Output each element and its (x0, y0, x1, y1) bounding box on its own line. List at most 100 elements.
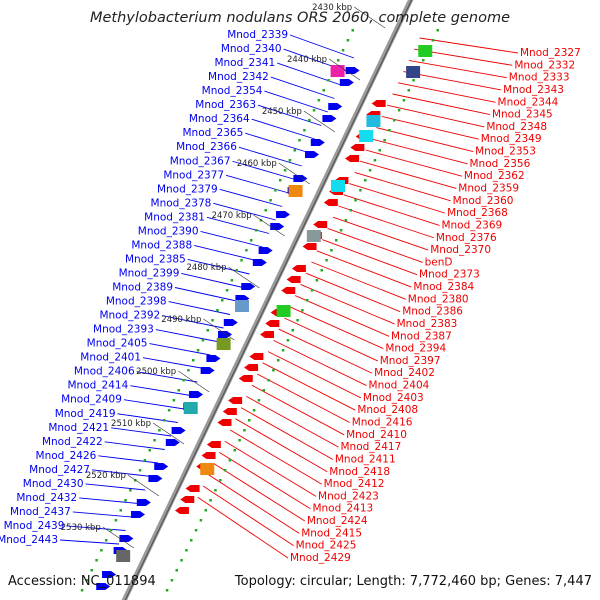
right-leader (289, 306, 384, 350)
right-gene-label: Mnod_2373 (419, 269, 480, 281)
kbp-label: 2450 kbp (262, 107, 302, 117)
right-gene-label: Mnod_2368 (447, 207, 508, 219)
kbp-scale-labels: 2430 kbp 2440 kbp 2450 kbp 2460 kbp 2470 kbp… (61, 3, 386, 549)
right-leader (246, 396, 339, 448)
right-leader (251, 384, 345, 436)
tick-dot (238, 439, 241, 442)
right-leader (273, 339, 367, 386)
right-gene-label: Mnod_2380 (408, 293, 469, 305)
genome-backbone (121, 0, 414, 600)
kbp-label: 2490 kbp (161, 315, 201, 325)
left-gene-label: Mnod_2419 (55, 408, 116, 420)
colored-gene-block (331, 180, 345, 192)
tick-dot (279, 179, 282, 182)
left-leader (245, 132, 309, 153)
left-gene-label: Mnod_2377 (163, 169, 224, 181)
tick-dot (223, 469, 227, 472)
forward-gene (200, 367, 215, 374)
tick-dot (291, 329, 294, 332)
left-gene-label: Mnod_2414 (67, 380, 128, 392)
kbp-tick (127, 474, 160, 497)
kbp-tick (328, 58, 361, 81)
colored-gene-block (216, 338, 231, 350)
forward-gene (171, 427, 186, 434)
left-gene-label: Mnod_2364 (189, 113, 250, 125)
reverse-gene (350, 144, 365, 151)
tick-dot (216, 309, 219, 312)
forward-gene (223, 319, 238, 326)
forward-gene (189, 391, 204, 398)
reverse-gene (281, 287, 296, 294)
right-leader (267, 351, 362, 399)
tick-dot (248, 419, 251, 422)
left-gene-label: Mnod_2443 (0, 534, 58, 546)
right-gene-label: Mnod_2383 (397, 318, 458, 330)
right-leader (387, 104, 485, 128)
right-gene-label: Mnod_2386 (402, 306, 463, 318)
tick-dot (341, 49, 345, 52)
tick-dot (388, 129, 391, 132)
left-leader (111, 427, 172, 437)
left-leader (149, 343, 211, 356)
forward-gene (136, 499, 151, 506)
tick-dot (105, 539, 108, 542)
tick-dot (252, 409, 256, 412)
tick-dots (80, 29, 439, 592)
tick-dot (335, 239, 338, 242)
left-leader (219, 188, 283, 207)
left-leader (270, 76, 335, 99)
right-leader (262, 362, 356, 411)
right-leader (284, 317, 378, 362)
right-leader (235, 418, 328, 473)
left-leader (251, 118, 315, 140)
tick-dot (240, 259, 243, 262)
kbp-tick (278, 162, 310, 185)
backbone-edge (124, 0, 413, 600)
left-gene-label: Mnod_2341 (214, 57, 275, 69)
right-gene-label: Mnod_2360 (453, 195, 514, 207)
tick-dot (354, 199, 357, 202)
tick-dot (225, 289, 229, 292)
tick-dot (274, 189, 277, 192)
reverse-gene (206, 441, 221, 448)
left-leader (79, 497, 139, 504)
left-gene-label: Mnod_2401 (80, 352, 141, 364)
tick-dot (119, 509, 122, 512)
colored-gene-block (183, 402, 198, 414)
colored-gene-block (366, 115, 381, 127)
reverse-gene (249, 353, 264, 360)
forward-gene (154, 463, 169, 470)
right-leader (305, 272, 401, 313)
tick-dot (322, 89, 325, 92)
tick-dot (190, 539, 193, 542)
tick-dot (206, 329, 209, 332)
tick-dot (177, 389, 180, 392)
right-leader (197, 496, 289, 559)
kbp-tick (152, 422, 185, 445)
left-leader (117, 413, 178, 423)
kbp-label: 2500 kbp (136, 367, 176, 377)
left-gene-label: Mnod_2426 (36, 450, 97, 462)
right-gene-label: Mnod_2333 (509, 72, 570, 84)
gene-features (96, 45, 433, 590)
tick-dot (298, 139, 301, 142)
tick-dot (277, 359, 280, 362)
left-gene-label: Mnod_2427 (29, 464, 90, 476)
tick-dot (325, 259, 328, 262)
right-gene-label: Mnod_2413 (312, 503, 373, 515)
left-leader (187, 259, 250, 275)
right-leader (229, 429, 322, 485)
forward-gene (165, 439, 180, 446)
left-gene-label: Mnod_2437 (10, 506, 71, 518)
forward-gene (322, 115, 337, 122)
right-gene-label: Mnod_2348 (486, 121, 547, 133)
forward-gene (339, 79, 354, 86)
right-leader (419, 37, 519, 54)
left-leader (238, 146, 302, 167)
tick-dot (254, 229, 258, 232)
left-leader (174, 287, 237, 302)
left-leader (181, 273, 244, 288)
reverse-gene (222, 408, 237, 415)
left-leader (232, 160, 296, 180)
forward-gene (252, 259, 267, 266)
